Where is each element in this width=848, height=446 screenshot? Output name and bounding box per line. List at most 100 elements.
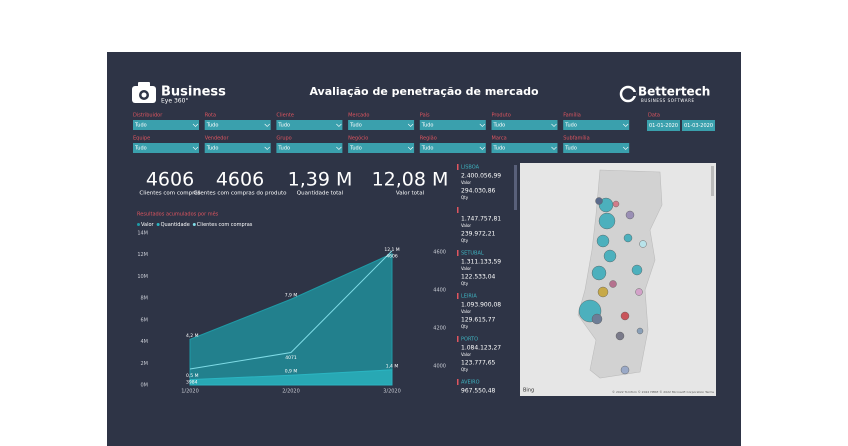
- filter-value[interactable]: Tudo: [564, 146, 577, 152]
- kpi-value: 12,08 M: [372, 169, 449, 191]
- filter-dropdown[interactable]: [348, 120, 415, 130]
- y-tick-label: 12M: [137, 252, 148, 258]
- y2-tick-label: 4600: [433, 250, 446, 256]
- map-attribution: © 2022 TomTom © 2022 HERE © 2022 Microso…: [612, 390, 714, 394]
- y-tick-label: 8M: [141, 296, 149, 302]
- filter-dropdown[interactable]: [276, 120, 343, 130]
- region-name: LISBOA: [461, 165, 480, 171]
- dropdown-arrow: [407, 123, 414, 127]
- kpi-value: 4606: [216, 169, 264, 191]
- data-label: 12,1 M: [384, 247, 399, 253]
- filter-label: Marca: [492, 136, 507, 142]
- filter-label: Distribuidor: [133, 113, 163, 119]
- filter-dropdown[interactable]: [348, 143, 415, 153]
- dropdown-arrow: [407, 146, 414, 150]
- filter-value[interactable]: Tudo: [349, 146, 362, 152]
- date-start[interactable]: 01-01-2020: [649, 123, 678, 129]
- legend-label: Quantidade: [161, 222, 190, 228]
- company-icon: [619, 85, 637, 103]
- map-provider: Bing: [523, 388, 534, 394]
- filter-dropdown[interactable]: [204, 143, 271, 153]
- y-tick-label: 6M: [141, 317, 149, 323]
- filter-label: Rota: [205, 113, 216, 119]
- date-end-box[interactable]: [682, 120, 715, 131]
- filter-value[interactable]: Tudo: [134, 146, 147, 152]
- region-qty: 123.777,65: [461, 360, 496, 367]
- filter-value[interactable]: Tudo: [349, 123, 362, 129]
- series-area: [189, 252, 393, 386]
- company-sub: BUSINESS SOFTWARE: [641, 98, 695, 103]
- region-valor: 1.747.757,81: [461, 216, 501, 223]
- logo-icon: [132, 82, 156, 103]
- date-end[interactable]: 01-03-2020: [684, 123, 713, 129]
- dropdown-arrow: [264, 123, 270, 127]
- filter-label: Negócio: [348, 135, 368, 142]
- y-tick-label: 10M: [137, 274, 148, 280]
- filter-dropdown[interactable]: [133, 120, 199, 130]
- dropdown-arrow: [192, 123, 199, 127]
- region-qty-label: Qty: [461, 195, 469, 200]
- date-start-box[interactable]: [647, 120, 680, 131]
- kpi-label: Clientes com compras do produto: [194, 191, 288, 197]
- x-tick-label: 3/2020: [383, 389, 401, 395]
- filter-value[interactable]: Tudo: [493, 123, 506, 129]
- dropdown-arrow: [336, 123, 342, 127]
- region-marker: [457, 379, 459, 385]
- kpi-value: 1,39 M: [288, 169, 353, 191]
- filter-dropdown[interactable]: [276, 143, 343, 153]
- dropdown-arrow: [551, 146, 557, 150]
- filter-dropdown[interactable]: [419, 143, 486, 153]
- dropdown-arrow: [336, 146, 342, 150]
- dropdown-arrow: [192, 146, 199, 150]
- brand: Business: [161, 85, 226, 100]
- filter-value[interactable]: Tudo: [564, 123, 577, 129]
- region-marker: [457, 164, 459, 170]
- region-valor-label: Valor: [461, 309, 471, 314]
- region-valor: 967.550,48: [461, 388, 496, 395]
- legend-marker: [192, 223, 196, 226]
- legend-label: Valor: [141, 222, 155, 228]
- data-label: 7,9 M: [285, 293, 298, 299]
- filter-label: Região: [420, 136, 437, 142]
- filter-value[interactable]: Tudo: [277, 146, 290, 152]
- region-name: LEIRIA: [461, 294, 477, 300]
- region-valor: 1.084.123,27: [461, 345, 501, 352]
- filter-dropdown[interactable]: [491, 143, 558, 153]
- chart-title: Resultados acumulados por mês: [137, 211, 219, 218]
- filter-dropdown[interactable]: [563, 143, 630, 153]
- scrollbar[interactable]: [514, 165, 517, 210]
- data-label: 4071: [285, 355, 297, 361]
- data-label: 3984: [186, 380, 198, 386]
- x-tick-label: 2/2020: [282, 389, 300, 395]
- filter-label: Subfamília: [563, 135, 589, 142]
- filter-value[interactable]: Tudo: [421, 123, 434, 129]
- filter-value[interactable]: Tudo: [206, 146, 219, 152]
- filter-dropdown[interactable]: [419, 120, 486, 130]
- filter-value[interactable]: Tudo: [134, 123, 147, 129]
- filter-label: Mercado: [348, 113, 369, 119]
- data-label: 0,9 M: [285, 369, 298, 375]
- filter-value[interactable]: Tudo: [421, 146, 434, 152]
- y2-tick-label: 4200: [433, 326, 446, 332]
- filter-dropdown[interactable]: [491, 120, 558, 130]
- filter-dropdown[interactable]: [204, 120, 271, 130]
- filter-dropdown[interactable]: [133, 143, 199, 153]
- region-name: AVEIRO: [461, 380, 480, 386]
- region-name: SETUBAL: [461, 251, 484, 257]
- filter-label: Vendedor: [205, 136, 230, 142]
- filter-dropdown[interactable]: [563, 120, 630, 130]
- page-title: Avaliação de penetração de mercado: [309, 85, 539, 98]
- data-label: 4606: [386, 253, 398, 259]
- filter-value[interactable]: Tudo: [493, 146, 506, 152]
- region-qty: 129.615,77: [461, 317, 496, 324]
- filter-label: Produto: [492, 113, 511, 119]
- region-qty: 122.533,04: [461, 274, 496, 281]
- brand-sub: Eye 360°: [161, 98, 188, 105]
- filter-label: Grupo: [276, 136, 291, 142]
- region-marker: [457, 250, 459, 256]
- filter-value[interactable]: Tudo: [206, 123, 219, 129]
- dropdown-arrow: [479, 123, 486, 127]
- filter-value[interactable]: Tudo: [277, 123, 290, 129]
- region-marker: [457, 293, 459, 299]
- legend-marker: [156, 223, 160, 226]
